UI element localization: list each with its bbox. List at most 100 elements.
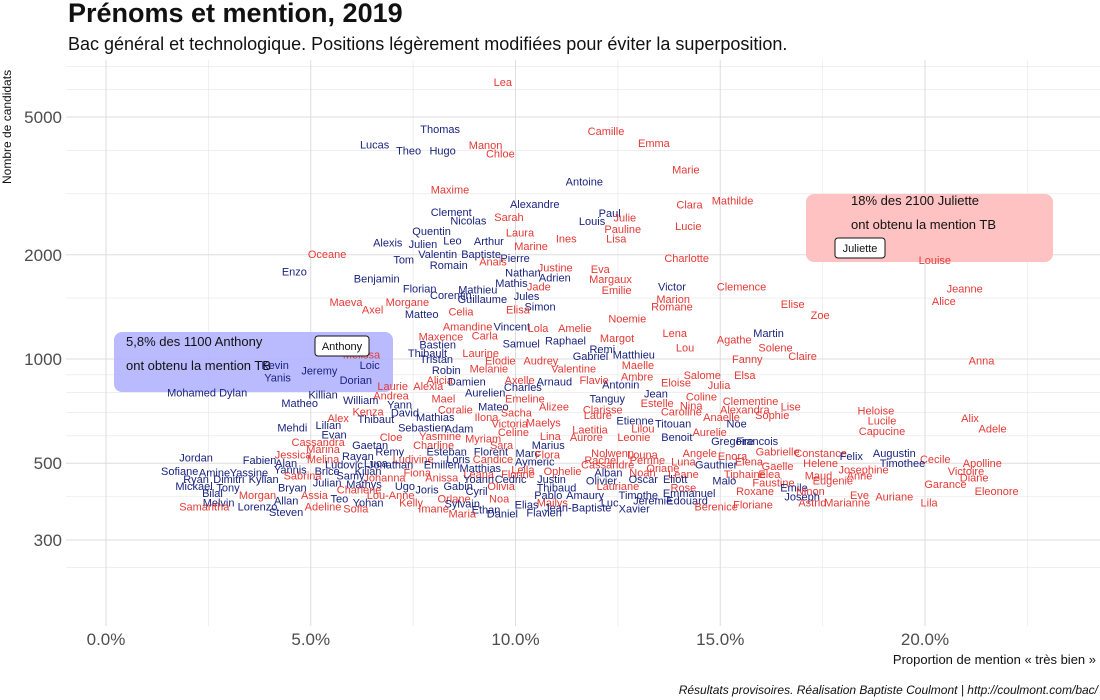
name-label: Titouan: [655, 419, 691, 431]
name-label: Berenice: [694, 501, 737, 513]
name-label: Adeline: [305, 501, 342, 513]
name-label: Alan: [275, 458, 297, 470]
name-label: Flavien: [526, 508, 561, 520]
name-label: Cecile: [920, 454, 951, 466]
chart-title: Prénoms et mention, 2019: [68, 0, 403, 28]
name-label: Florian: [403, 283, 437, 295]
name-label: Amelie: [558, 323, 592, 335]
name-label: Sara: [490, 440, 514, 452]
name-label: Enzo: [282, 266, 307, 278]
name-label: Tanguy: [589, 393, 625, 405]
name-label: Valentin: [418, 249, 457, 261]
name-label: Matheo: [281, 398, 318, 410]
name-label: Ilona: [474, 412, 499, 424]
name-label: Alex: [327, 413, 349, 425]
y-tick-label: 5000: [24, 108, 62, 127]
name-label: Noe: [727, 419, 747, 431]
name-label: Melina: [307, 454, 340, 466]
x-tick-label: 10.0%: [491, 630, 539, 649]
name-label: Lauriane: [596, 481, 639, 493]
name-label: Arthur: [474, 236, 504, 248]
name-label: Charlene: [337, 484, 382, 496]
name-label: Victoire: [948, 466, 984, 478]
name-label: Mailys: [537, 497, 569, 509]
name-label: Rachel: [584, 455, 618, 467]
name-label: Eloise: [661, 378, 691, 390]
name-label: Romain: [430, 260, 468, 272]
name-label: Emile: [780, 483, 808, 495]
name-label: Caroline: [661, 407, 702, 419]
name-label: Anna: [969, 355, 996, 367]
name-label: Olivia: [487, 481, 515, 493]
name-label: Theo: [396, 146, 421, 158]
name-label: Samantha: [179, 501, 230, 513]
name-label: Pablo: [534, 490, 562, 502]
name-label: Agathe: [717, 334, 752, 346]
name-label: Elise: [781, 299, 805, 311]
name-label: Maelle: [622, 360, 654, 372]
name-label: Leana: [463, 469, 494, 481]
name-label: Alexis: [373, 237, 403, 249]
name-label: Roxane: [736, 486, 774, 498]
name-label: Heloise: [858, 405, 895, 417]
name-label: Quentin: [412, 226, 451, 238]
name-label: Sylvain: [445, 498, 480, 510]
name-label: Leane: [668, 469, 699, 481]
name-label: Benjamin: [354, 273, 400, 285]
name-label: Cedric: [495, 474, 527, 486]
name-label: Aurelien: [465, 388, 505, 400]
name-label: Leo: [443, 235, 461, 247]
name-label: Yasmine: [419, 431, 461, 443]
name-label: Evan: [322, 430, 347, 442]
name-label: Sarah: [494, 212, 523, 224]
name-label: Amandine: [443, 322, 493, 334]
name-label: Laetitia: [572, 425, 608, 437]
name-label: Killian: [308, 389, 337, 401]
anthony-label: Anthony: [322, 341, 363, 353]
name-label: Bastien: [419, 340, 456, 352]
name-label: Edouard: [666, 496, 708, 508]
name-label: Nathan: [505, 267, 540, 279]
name-label: Valentine: [551, 363, 596, 375]
name-label: Axel: [362, 304, 383, 316]
name-label: Florine: [501, 469, 535, 481]
name-label: Kenza: [352, 407, 384, 419]
name-label: Yoann: [463, 474, 494, 486]
name-label: Ambre: [621, 372, 653, 384]
name-label: Laure: [584, 410, 612, 422]
name-label: Lena: [663, 328, 688, 340]
name-label: Dorian: [340, 375, 372, 387]
name-label: Raphael: [545, 336, 586, 348]
name-label: Olivier: [586, 476, 618, 488]
name-label: Jeremie: [633, 496, 672, 508]
name-label: Malo: [712, 476, 736, 488]
name-label: Louise: [919, 255, 951, 267]
name-label: Julie: [614, 213, 637, 225]
name-label: Felix: [840, 451, 864, 463]
name-label: Alizee: [539, 401, 569, 413]
name-label: Lou-Anne: [367, 490, 415, 502]
name-label: Emeline: [505, 393, 545, 405]
anthony-annotation-line2: ont obtenu la mention TB: [126, 358, 272, 373]
name-label: Kevin: [261, 360, 289, 372]
name-label: Joseph: [784, 492, 819, 504]
name-label: Julia: [708, 380, 732, 392]
name-label: Apolline: [963, 458, 1002, 470]
name-label: Paul: [599, 208, 621, 220]
anthony-annotation: 5,8% des 1100 Anthony ont obtenu la ment…: [126, 330, 271, 378]
name-label: Teo: [331, 494, 349, 506]
name-label: Thibaut: [358, 414, 395, 426]
name-label: Claire: [788, 351, 817, 363]
name-label: Maelys: [526, 418, 561, 430]
name-label: Tristan: [420, 354, 453, 366]
name-label: Solene: [758, 342, 792, 354]
name-label: Luc: [601, 497, 619, 509]
name-label: Lilian: [316, 420, 342, 432]
name-label: Jeremy: [301, 366, 338, 378]
name-label: Margaux: [589, 274, 632, 286]
name-label: Kelly: [399, 497, 423, 509]
name-label: Orlane: [438, 494, 471, 506]
name-label: Chloe: [486, 149, 515, 161]
name-label: Mael: [432, 393, 456, 405]
